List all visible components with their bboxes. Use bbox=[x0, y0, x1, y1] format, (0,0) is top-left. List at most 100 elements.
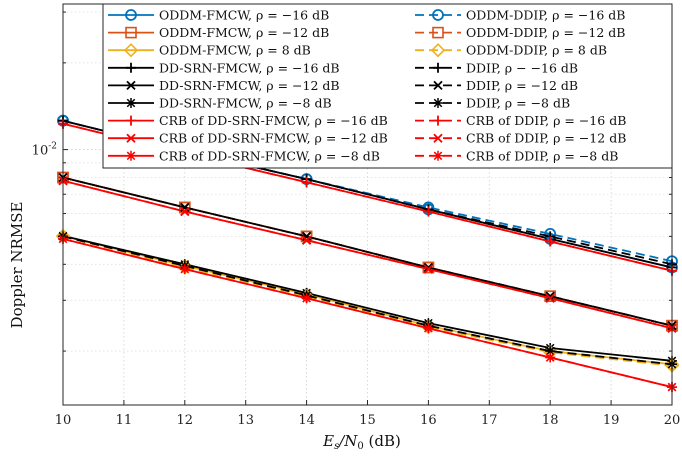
data-point bbox=[545, 236, 556, 247]
legend-label: DDIP, ρ = −8 dB bbox=[466, 96, 570, 111]
series-16 bbox=[58, 176, 677, 333]
legend-entry: DD-SRN-FMCW, ρ = −12 dB bbox=[108, 78, 340, 93]
legend-marker bbox=[123, 43, 139, 58]
legend-marker bbox=[433, 133, 443, 143]
legend-entry: CRB of DDIP, ρ = −8 dB bbox=[415, 148, 618, 163]
x-label-slash: /N bbox=[337, 432, 358, 450]
axis-labels: Doppler NRMSE Es/N0 (dB) bbox=[8, 202, 401, 452]
data-point bbox=[545, 346, 556, 357]
x-tick-label: 14 bbox=[298, 413, 315, 428]
legend-label: CRB of DD-SRN-FMCW, ρ = −8 dB bbox=[159, 148, 380, 163]
x-label-sub2: 0 bbox=[357, 441, 363, 452]
legend-label: ODDM-FMCW, ρ = −16 dB bbox=[159, 8, 329, 23]
y-tick-exponent: -2 bbox=[48, 142, 57, 152]
legend-marker bbox=[433, 98, 443, 108]
x-tick-label: 20 bbox=[664, 413, 681, 428]
x-tick-label: 17 bbox=[481, 413, 498, 428]
legend-entry: DD-SRN-FMCW, ρ = −8 dB bbox=[108, 96, 332, 111]
legend-entry: DDIP, ρ = −8 dB bbox=[415, 96, 570, 111]
data-point bbox=[180, 206, 190, 217]
legend-label: ODDM-FMCW, ρ = 8 dB bbox=[159, 43, 311, 58]
legend-entry: DDIP, ρ − −16 dB bbox=[415, 60, 578, 75]
legend-entry: CRB of DD-SRN-FMCW, ρ = −12 dB bbox=[108, 131, 388, 146]
x-axis-label: Es/N0 (dB) bbox=[322, 432, 401, 452]
legend-marker bbox=[125, 26, 137, 39]
legend-entry: CRB of DDIP, ρ = −12 dB bbox=[415, 131, 626, 146]
legend-entry: ODDM-FMCW, ρ = −16 dB bbox=[108, 8, 329, 23]
legend-label: ODDM-FMCW, ρ = −12 dB bbox=[159, 25, 329, 40]
series-line bbox=[62, 235, 673, 362]
data-point bbox=[301, 293, 312, 304]
data-point bbox=[180, 202, 190, 213]
legend-entry: CRB of DDIP, ρ = −16 dB bbox=[415, 113, 626, 128]
legend-label: DD-SRN-FMCW, ρ = −12 dB bbox=[159, 78, 340, 93]
x-tick-label: 18 bbox=[542, 413, 559, 428]
series-line bbox=[62, 179, 673, 330]
legend-marker bbox=[126, 80, 136, 91]
legend-box bbox=[102, 3, 673, 169]
data-point bbox=[545, 291, 555, 301]
legend-label: ODDM-DDIP, ρ = −16 dB bbox=[466, 8, 625, 23]
x-tick-label: 16 bbox=[420, 413, 437, 428]
data-point bbox=[545, 352, 556, 363]
data-point bbox=[301, 231, 312, 242]
legend-marker bbox=[433, 150, 443, 161]
y-tick-base: 10 bbox=[32, 144, 49, 159]
data-point bbox=[301, 235, 312, 245]
y-tick-label: 10-2 bbox=[32, 142, 57, 159]
legend-marker bbox=[126, 62, 136, 73]
data-point bbox=[423, 206, 434, 217]
legend-marker bbox=[433, 62, 443, 73]
legend-label: DDIP, ρ − −16 dB bbox=[466, 60, 578, 75]
series-line bbox=[62, 176, 673, 327]
legend: ODDM-FMCW, ρ = −16 dB ODDM-FMCW, ρ = −12 … bbox=[102, 3, 673, 169]
data-point bbox=[423, 264, 434, 274]
legend-label: DDIP, ρ = −12 dB bbox=[466, 78, 578, 93]
legend-label: CRB of DDIP, ρ = −12 dB bbox=[466, 131, 626, 146]
x-tick-label: 13 bbox=[237, 413, 254, 428]
legend-label: CRB of DD-SRN-FMCW, ρ = −16 dB bbox=[159, 113, 388, 128]
x-tick-label: 19 bbox=[603, 413, 620, 428]
legend-label: DD-SRN-FMCW, ρ = −8 dB bbox=[159, 96, 332, 111]
legend-marker bbox=[126, 115, 136, 126]
x-label-main: E bbox=[322, 432, 334, 450]
series-line bbox=[62, 238, 673, 388]
legend-marker bbox=[126, 133, 136, 143]
legend-marker bbox=[126, 98, 136, 108]
legend-marker bbox=[430, 43, 446, 58]
data-point bbox=[545, 293, 555, 303]
x-tick-label: 10 bbox=[55, 413, 72, 428]
legend-entry: ODDM-DDIP, ρ = −12 dB bbox=[415, 25, 625, 40]
x-tick-label: 12 bbox=[177, 413, 194, 428]
data-point bbox=[301, 177, 312, 188]
legend-entry: ODDM-DDIP, ρ = −16 dB bbox=[415, 8, 625, 23]
legend-label: ODDM-DDIP, ρ = −12 dB bbox=[466, 25, 625, 40]
legend-label: DD-SRN-FMCW, ρ = −16 dB bbox=[159, 60, 340, 75]
legend-marker bbox=[432, 26, 444, 39]
legend-entry: CRB of DD-SRN-FMCW, ρ = −16 dB bbox=[108, 113, 388, 128]
legend-entry: ODDM-FMCW, ρ = −12 dB bbox=[108, 25, 329, 40]
legend-label: ODDM-DDIP, ρ = 8 dB bbox=[466, 43, 607, 58]
legend-label: CRB of DDIP, ρ = −8 dB bbox=[466, 148, 618, 163]
data-point bbox=[179, 264, 190, 275]
legend-entry: DD-SRN-FMCW, ρ = −16 dB bbox=[108, 60, 340, 75]
legend-entry: ODDM-FMCW, ρ = 8 dB bbox=[108, 43, 311, 58]
legend-marker bbox=[433, 80, 443, 91]
x-tick-label: 11 bbox=[116, 413, 133, 428]
legend-marker bbox=[126, 150, 136, 161]
legend-entry: CRB of DD-SRN-FMCW, ρ = −8 dB bbox=[108, 148, 380, 163]
legend-entry: ODDM-DDIP, ρ = 8 dB bbox=[415, 43, 607, 58]
legend-marker bbox=[125, 9, 137, 21]
x-tick-label: 15 bbox=[359, 413, 376, 428]
legend-label: CRB of DDIP, ρ = −16 dB bbox=[466, 113, 626, 128]
data-point bbox=[423, 323, 434, 334]
x-label-unit: (dB) bbox=[364, 432, 401, 450]
legend-entry: DDIP, ρ = −12 dB bbox=[415, 78, 578, 93]
legend-label: CRB of DD-SRN-FMCW, ρ = −12 dB bbox=[159, 131, 388, 146]
x-label-sub1: s bbox=[334, 441, 339, 452]
series-line bbox=[62, 235, 673, 366]
legend-marker bbox=[433, 115, 443, 126]
legend-marker bbox=[432, 9, 444, 21]
y-axis-label: Doppler NRMSE bbox=[8, 202, 26, 329]
